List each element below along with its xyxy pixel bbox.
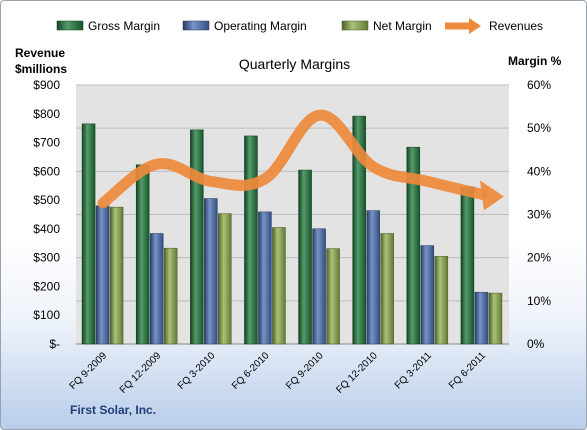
right-tick-label: 60% [527, 78, 551, 92]
left-tick-label: $200 [33, 279, 60, 293]
left-tick-label: $800 [33, 107, 60, 121]
bar-gross-margin [135, 164, 150, 345]
left-tick-label: $400 [33, 222, 60, 236]
bar-net-margin [218, 213, 232, 345]
bar-net-margin [272, 227, 286, 345]
left-tick-label: $100 [33, 308, 60, 322]
right-tick-label: 40% [527, 164, 551, 178]
bar-operating-margin [420, 245, 435, 345]
bar-net-margin [380, 233, 394, 345]
legend-label: Gross Margin [88, 19, 160, 33]
bar-operating-margin [204, 198, 218, 345]
bar-gross-margin [460, 186, 475, 345]
legend-swatch [56, 20, 84, 31]
bar-net-margin [488, 292, 503, 345]
legend-swatch-arrow [469, 18, 481, 34]
right-tick-label: 30% [527, 208, 551, 222]
bar-gross-margin [298, 169, 312, 345]
bar-net-margin [326, 248, 340, 345]
left-tick-label: $300 [33, 251, 60, 265]
x-tick-label: FQ 12-2010 [334, 350, 380, 396]
chart-title: Quarterly Margins [239, 56, 350, 72]
x-tick-label: FQ 6-2011 [447, 350, 488, 391]
right-axis-title: Margin % [508, 54, 562, 68]
bar-gross-margin [352, 115, 366, 345]
x-tick-label: FQ 9-2009 [68, 350, 110, 392]
right-tick-label: 20% [527, 251, 551, 265]
bar-net-margin [163, 247, 178, 345]
legend-swatch [341, 20, 369, 31]
bar-gross-margin [244, 135, 258, 345]
right-tick-label: 10% [527, 294, 551, 308]
revenue-line [97, 109, 488, 209]
bar-operating-margin [149, 233, 164, 345]
bar-operating-margin [366, 210, 380, 345]
bar-gross-margin [81, 123, 96, 345]
bar-net-margin [109, 206, 124, 345]
x-tick-label: FQ 3-2011 [393, 350, 434, 391]
bar-operating-margin [95, 205, 110, 345]
company-name: First Solar, Inc. [70, 403, 157, 417]
x-tick-label: FQ 6-2010 [230, 350, 272, 392]
bar-net-margin [434, 256, 449, 345]
x-tick-label: FQ 3-2010 [176, 350, 218, 392]
bar-gross-margin [190, 129, 204, 345]
right-tick-label: 50% [527, 121, 551, 135]
right-tick-label: 0% [527, 337, 545, 351]
left-tick-label: $600 [33, 164, 60, 178]
legend-label: Operating Margin [214, 19, 307, 33]
legend-swatch [182, 20, 210, 31]
left-tick-label: $900 [33, 78, 60, 92]
left-axis-title: Revenue [15, 46, 65, 60]
bar-operating-margin [474, 291, 489, 345]
left-tick-label: $- [49, 337, 60, 351]
bar-gross-margin [406, 146, 421, 345]
revenue-arrow-head [479, 180, 504, 211]
legend-label: Net Margin [373, 19, 432, 33]
left-tick-label: $700 [33, 136, 60, 150]
x-tick-label: FQ 12-2009 [118, 350, 164, 396]
x-tick-label: FQ 9-2010 [284, 350, 326, 392]
bar-operating-margin [258, 211, 272, 345]
left-axis-title: $millions [15, 62, 67, 76]
legend-label: Revenues [489, 19, 543, 33]
left-tick-label: $500 [33, 193, 60, 207]
bar-operating-margin [312, 228, 326, 345]
